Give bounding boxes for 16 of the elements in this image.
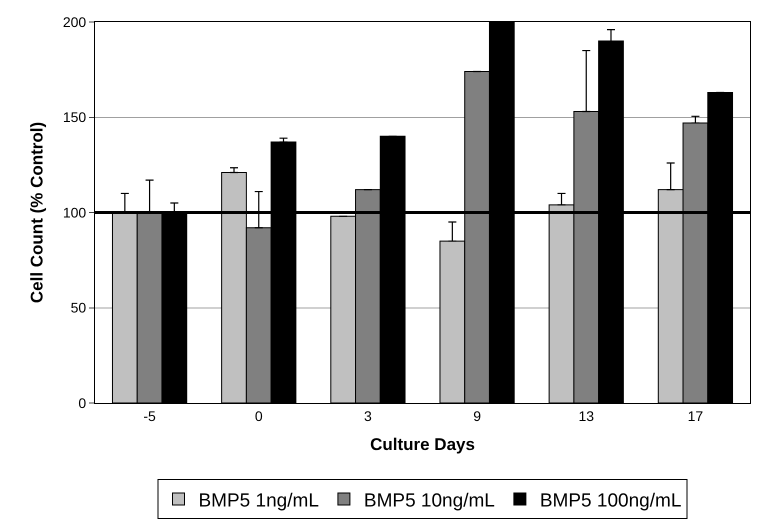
legend-label: BMP5 10ng/mL — [364, 490, 495, 512]
x-tick-label: 0 — [254, 408, 263, 424]
x-tick-label: 17 — [688, 408, 704, 424]
x-tick-label: 13 — [578, 408, 594, 424]
y-axis-title: Cell Count (% Control) — [27, 122, 46, 304]
x-tick-label: 9 — [473, 408, 482, 424]
y-tick-label: 150 — [62, 109, 86, 126]
x-tick-label: -5 — [143, 408, 156, 424]
y-tick-label: 200 — [62, 14, 86, 30]
legend-label: BMP5 100ng/mL — [540, 490, 682, 512]
x-axis-title: Culture Days — [370, 435, 475, 454]
y-tick-label: 0 — [78, 394, 86, 411]
x-tick-label: 3 — [364, 408, 372, 424]
y-tick-label: 100 — [62, 204, 86, 220]
y-tick-label: 50 — [70, 300, 86, 316]
legend-label: BMP5 1ng/mL — [198, 490, 319, 512]
